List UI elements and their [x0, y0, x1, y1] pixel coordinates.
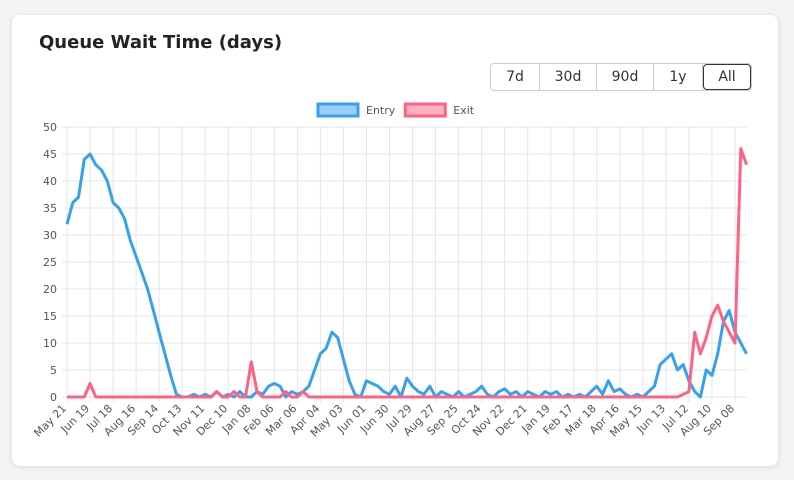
y-tick-label: 50: [43, 121, 57, 134]
y-tick-label: 35: [43, 202, 57, 215]
y-tick-label: 15: [43, 310, 57, 323]
y-tick-label: 10: [43, 337, 57, 350]
y-tick-label: 20: [43, 283, 57, 296]
legend-swatch: [316, 102, 360, 118]
series-line: [65, 152, 748, 399]
chart-title: Queue Wait Time (days): [39, 32, 283, 53]
y-tick-label: 30: [43, 229, 57, 242]
legend-swatch: [403, 102, 447, 118]
legend-label: Exit: [453, 104, 475, 117]
range-button[interactable]: 90d: [597, 64, 654, 90]
y-tick-label: 45: [43, 148, 57, 161]
y-tick-label: 40: [43, 175, 57, 188]
legend-label: Entry: [366, 104, 396, 117]
y-tick-label: 25: [43, 256, 57, 269]
card: Queue Wait Time (days) 7d 30d 90d 1y All: [12, 15, 778, 466]
y-tick-label: 0: [50, 391, 57, 404]
y-tick-label: 5: [50, 364, 57, 377]
range-button[interactable]: All: [703, 64, 751, 90]
range-button[interactable]: 1y: [654, 64, 703, 90]
series-line: [67, 147, 748, 399]
range-buttons: 7d 30d 90d 1y All: [490, 63, 752, 91]
range-button[interactable]: 30d: [540, 64, 597, 90]
range-button[interactable]: 7d: [491, 64, 540, 90]
